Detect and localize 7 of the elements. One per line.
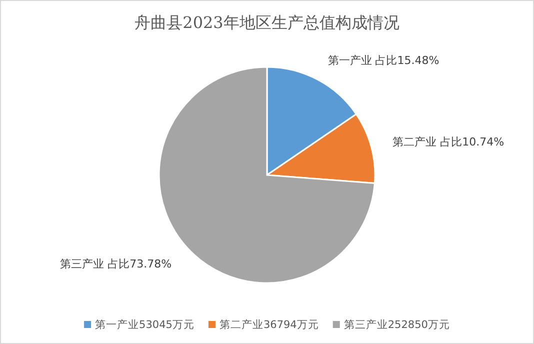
legend-label: 第三产业252850万元: [344, 318, 450, 331]
chart-title: 舟曲县2023年地区生产总值构成情况: [134, 13, 400, 32]
data-label: 第三产业 占比73.78%: [60, 257, 172, 270]
legend-label: 第一产业53045万元: [95, 318, 194, 331]
data-label: 第二产业 占比10.74%: [392, 135, 504, 148]
data-label: 第一产业 占比15.48%: [328, 54, 440, 68]
legend-label: 第二产业36794万元: [219, 318, 319, 331]
